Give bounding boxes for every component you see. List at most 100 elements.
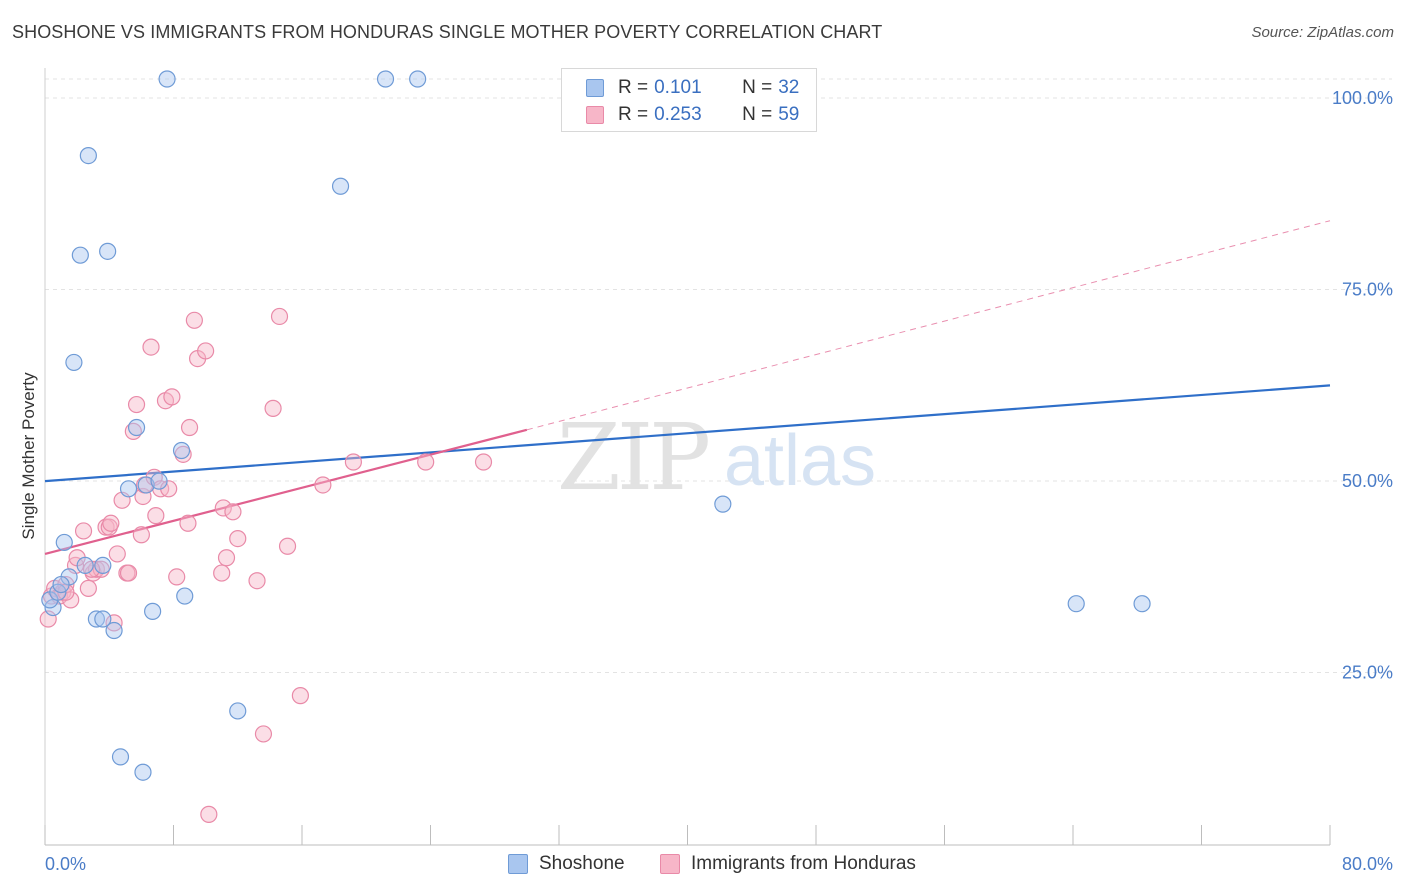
point-honduras (180, 418, 199, 437)
legend-n-label: N = (742, 104, 773, 125)
point-honduras (74, 522, 93, 540)
bottom-legend-honduras: Immigrants from Honduras (660, 853, 916, 875)
point-shoshone (331, 177, 350, 195)
legend-swatch-honduras (586, 106, 604, 124)
point-shoshone (127, 418, 146, 437)
point-shoshone (65, 353, 83, 372)
point-honduras (132, 526, 150, 544)
point-honduras (185, 311, 203, 329)
point-honduras (147, 507, 165, 525)
legend-row-honduras: R = 0.253 N = 59 (586, 102, 799, 128)
y-tick-label: 25.0% (1342, 663, 1393, 683)
legend-r-value: 0.253 (654, 104, 702, 125)
legend-r-label: R = (618, 77, 649, 98)
point-shoshone (150, 472, 168, 490)
point-shoshone (111, 748, 130, 766)
point-shoshone (71, 246, 89, 264)
bottom-legend: Shoshone Immigrants from Honduras (0, 853, 1406, 877)
point-shoshone (79, 147, 97, 165)
point-honduras (278, 537, 297, 555)
point-shoshone (1067, 595, 1085, 613)
point-honduras (254, 725, 273, 743)
point-shoshone (176, 587, 194, 605)
y-tick-label: 100.0% (1332, 88, 1393, 108)
point-honduras (168, 568, 186, 586)
tick-labels: 100.0% 75.0% 50.0% 25.0% 0.0% 80.0% (45, 88, 1393, 874)
point-honduras (102, 514, 120, 532)
bottom-legend-label-shoshone: Shoshone (539, 853, 625, 874)
axes (44, 68, 1331, 846)
point-shoshone (134, 763, 152, 781)
point-honduras (200, 805, 218, 823)
point-shoshone (172, 441, 191, 460)
bottom-legend-label-honduras: Immigrants from Honduras (691, 853, 916, 874)
y-tick-label: 50.0% (1342, 471, 1393, 491)
point-shoshone (94, 556, 112, 575)
point-honduras (229, 529, 247, 548)
bottom-legend-shoshone: Shoshone (508, 853, 625, 875)
point-honduras (344, 453, 362, 471)
point-shoshone (144, 602, 162, 620)
point-honduras (213, 564, 231, 582)
point-shoshone (229, 702, 247, 720)
point-shoshone (158, 70, 176, 88)
point-honduras (291, 687, 309, 705)
point-honduras (417, 453, 435, 471)
bottom-legend-swatch-honduras (660, 854, 680, 874)
point-honduras (248, 572, 266, 590)
trend-line-honduras (44, 428, 528, 555)
point-shoshone (714, 495, 732, 513)
trend-line-shoshone (44, 384, 1331, 483)
point-shoshone (376, 70, 395, 88)
point-shoshone (99, 242, 117, 260)
bottom-legend-swatch-shoshone (508, 854, 528, 874)
point-honduras (264, 399, 282, 417)
point-honduras (79, 579, 97, 597)
source-label: Source: ZipAtlas.com (1251, 24, 1394, 41)
watermark-zip: ZIP (557, 404, 708, 511)
legend-panel: R = 0.101 N = 32 R = 0.253 N = 59 (561, 68, 817, 132)
point-honduras (197, 342, 215, 360)
legend-n-label: N = (742, 77, 773, 98)
trend-lines (44, 220, 1331, 555)
legend-r-label: R = (618, 104, 649, 125)
point-honduras (314, 476, 332, 494)
point-shoshone (119, 480, 138, 498)
point-honduras (163, 388, 181, 406)
legend-n-value: 32 (778, 77, 800, 98)
point-honduras (217, 549, 236, 567)
point-honduras (127, 395, 146, 414)
watermark-atlas: atlas (724, 421, 876, 501)
point-honduras (214, 499, 232, 517)
watermark: ZIP atlas (557, 404, 876, 511)
point-honduras (179, 514, 197, 532)
point-shoshone (52, 575, 70, 594)
point-shoshone (87, 610, 106, 628)
point-shoshone (409, 70, 427, 88)
point-shoshone (1133, 595, 1151, 613)
point-shoshone (94, 610, 112, 628)
y-tick-label: 75.0% (1342, 280, 1393, 300)
legend-swatch-shoshone (586, 79, 604, 97)
legend-r-value: 0.101 (654, 77, 702, 98)
chart-title: SHOSHONE VS IMMIGRANTS FROM HONDURAS SIN… (12, 22, 883, 42)
point-shoshone (105, 621, 123, 640)
point-honduras (270, 307, 289, 326)
grid-lines (45, 78, 1392, 673)
point-honduras (224, 503, 242, 521)
point-honduras (108, 545, 126, 563)
x-tick-label: 80.0% (1342, 854, 1393, 874)
x-tick-label: 0.0% (45, 854, 86, 874)
point-shoshone (55, 533, 73, 552)
trend-line-honduras-extension (526, 220, 1331, 431)
point-shoshone (137, 476, 155, 494)
point-shoshone (76, 556, 94, 575)
point-honduras (119, 564, 138, 582)
legend-row-shoshone: R = 0.101 N = 32 (586, 75, 799, 101)
point-honduras (474, 453, 493, 471)
legend-n-value: 59 (778, 104, 800, 125)
y-axis-title: Single Mother Poverty (19, 372, 38, 540)
data-points (39, 70, 1151, 823)
point-honduras (142, 338, 160, 356)
